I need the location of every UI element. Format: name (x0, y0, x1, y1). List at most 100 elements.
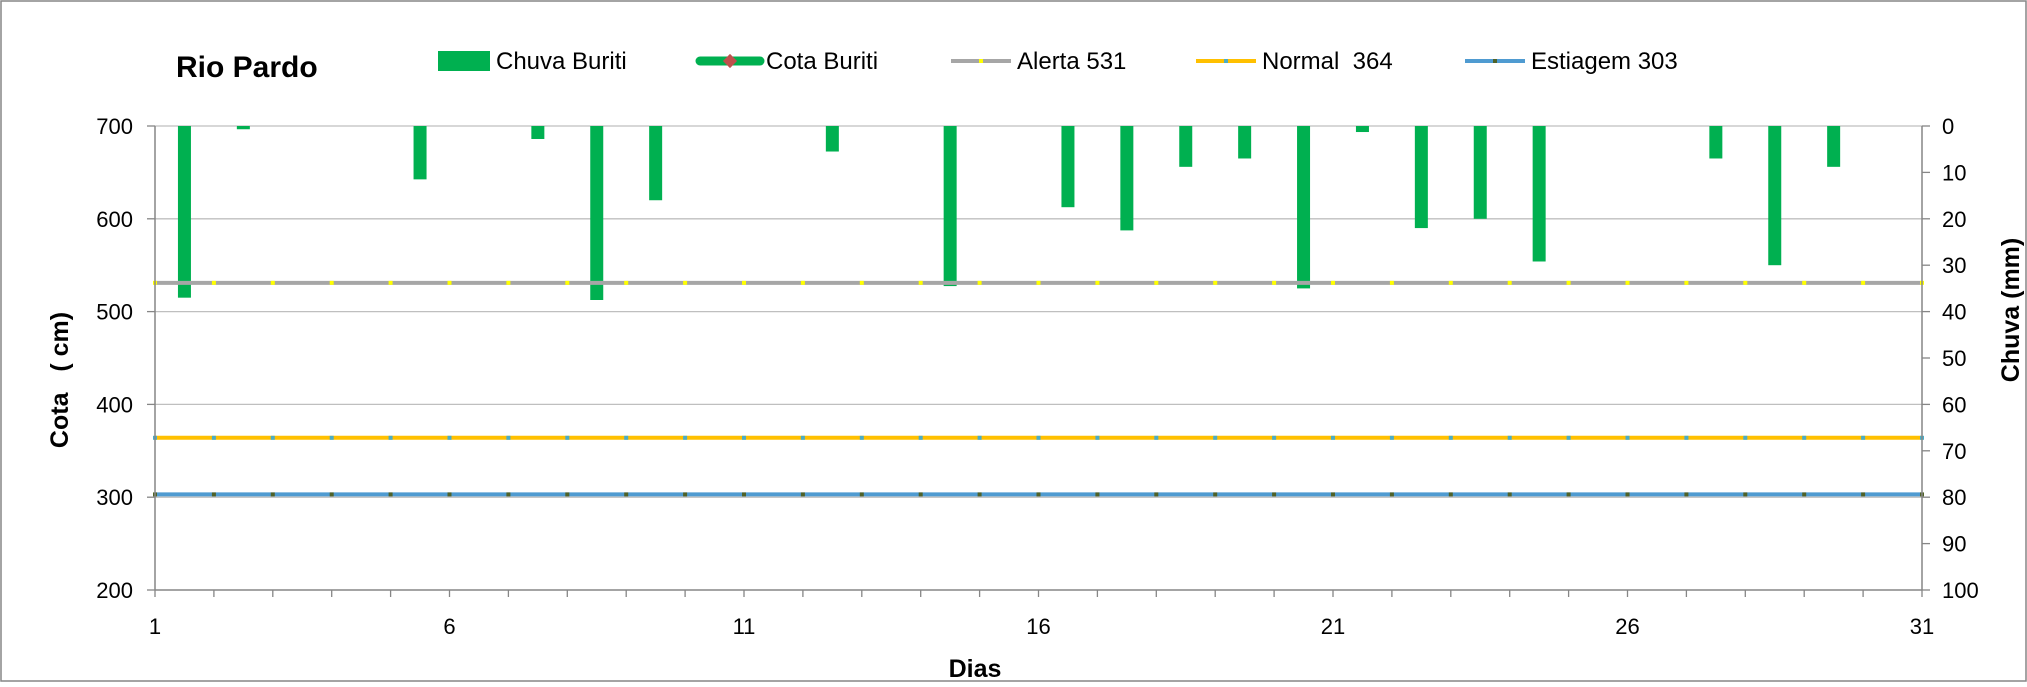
rain-bar (413, 126, 427, 180)
normal-marker (329, 435, 334, 440)
reference-lines (153, 280, 1924, 497)
normal-marker (800, 435, 805, 440)
estiagem-marker (1684, 492, 1689, 497)
estiagem-marker (447, 492, 452, 497)
y-tick-label: 300 (96, 485, 133, 510)
y-tick-label: 500 (96, 300, 133, 325)
alerta-marker (1331, 280, 1335, 285)
estiagem-marker (329, 492, 334, 497)
y2-tick-label: 70 (1942, 439, 1966, 464)
alerta-marker (1389, 280, 1394, 285)
y-tick-label: 200 (96, 578, 133, 603)
alerta-marker (1095, 280, 1100, 285)
legend-swatch (438, 51, 490, 71)
axes (147, 125, 1930, 597)
y2-tick-label: 100 (1942, 578, 1979, 603)
alerta-marker (1036, 280, 1041, 285)
legend-estiagem: Estiagem 303 (1465, 48, 1678, 75)
rain-bar (1827, 126, 1841, 167)
alerta-marker (270, 280, 275, 285)
estiagem-marker (1861, 492, 1866, 497)
normal-marker (1213, 435, 1218, 440)
alerta-marker (388, 280, 393, 285)
legend-marker (1493, 59, 1497, 63)
y2-tick-label: 60 (1942, 392, 1966, 417)
estiagem-marker (683, 492, 688, 497)
alerta-marker (211, 280, 216, 285)
legend: Chuva Buriti Cota Buriti Alerta 531 Normal … (438, 48, 1678, 75)
normal-marker (270, 435, 275, 440)
y2-tick-label: 40 (1942, 300, 1966, 325)
alerta-marker (1625, 280, 1630, 285)
estiagem-marker (1625, 492, 1630, 497)
estiagem-marker (1566, 492, 1571, 497)
legend-label: Chuva Buriti (496, 48, 627, 75)
normal-marker (1036, 435, 1041, 440)
estiagem-marker (565, 492, 570, 497)
gridlines (155, 125, 1922, 498)
alerta-marker (859, 280, 864, 285)
y2-tick-label: 90 (1942, 532, 1966, 557)
alerta-marker (1507, 280, 1512, 285)
y-tick-label: 400 (96, 392, 133, 417)
rain-bar (1414, 126, 1428, 229)
rain-bar (236, 126, 250, 130)
normal-marker (1154, 435, 1159, 440)
estiagem-marker (388, 492, 393, 497)
normal-marker (447, 435, 452, 440)
rain-bar (1355, 126, 1369, 133)
normal-marker (977, 435, 982, 440)
normal-marker (683, 435, 688, 440)
normal-marker (565, 435, 570, 440)
rain-bar (1238, 126, 1252, 159)
alerta-marker (1213, 280, 1218, 285)
alerta-marker (683, 280, 688, 285)
legend-label: Normal 364 (1262, 48, 1393, 75)
estiagem-marker (1448, 492, 1453, 497)
y2-tick-label: 30 (1942, 253, 1966, 278)
x-tick-label: 21 (1321, 614, 1345, 639)
rain-bar (649, 126, 663, 201)
normal-marker (1095, 435, 1100, 440)
normal-marker (1389, 435, 1394, 440)
legend-alerta: Alerta 531 (951, 48, 1126, 75)
x-tick-label: 31 (1910, 614, 1934, 639)
alerta-marker (977, 280, 982, 285)
estiagem-marker (918, 492, 923, 497)
normal-marker (1272, 435, 1277, 440)
legend-marker (722, 53, 738, 69)
y-axis-title: Cota ( cm) (46, 312, 74, 448)
legend-label: Cota Buriti (766, 48, 878, 75)
alerta-marker (800, 280, 805, 285)
normal-marker (1625, 435, 1630, 440)
rain-bar (1709, 126, 1723, 159)
alerta-marker (1566, 280, 1571, 285)
y2-tick-label: 50 (1942, 346, 1966, 371)
alerta-marker (1272, 280, 1277, 285)
rain-bar (1179, 126, 1193, 167)
normal-marker (1507, 435, 1512, 440)
normal-marker (624, 435, 629, 440)
estiagem-marker (506, 492, 511, 497)
rain-bar (1061, 126, 1075, 208)
legend-normal: Normal 364 (1196, 48, 1393, 75)
alerta-marker (329, 280, 334, 285)
normal-marker (388, 435, 393, 440)
normal-marker (1448, 435, 1453, 440)
estiagem-marker (211, 492, 216, 497)
estiagem-marker (270, 492, 275, 497)
estiagem-marker (1507, 492, 1512, 497)
normal-marker (211, 435, 216, 440)
legend-marker (979, 59, 983, 63)
y2-axis-title: Chuva (mm) (1997, 238, 2025, 382)
rain-bar (1768, 126, 1782, 266)
estiagem-marker (742, 492, 746, 497)
rain-bar (531, 126, 545, 139)
x-tick-label: 1 (149, 614, 161, 639)
alerta-marker (1743, 280, 1748, 285)
estiagem-marker (800, 492, 805, 497)
estiagem-marker (977, 492, 982, 497)
rain-bar (177, 126, 191, 298)
normal-marker (1743, 435, 1748, 440)
normal-marker (1684, 435, 1689, 440)
